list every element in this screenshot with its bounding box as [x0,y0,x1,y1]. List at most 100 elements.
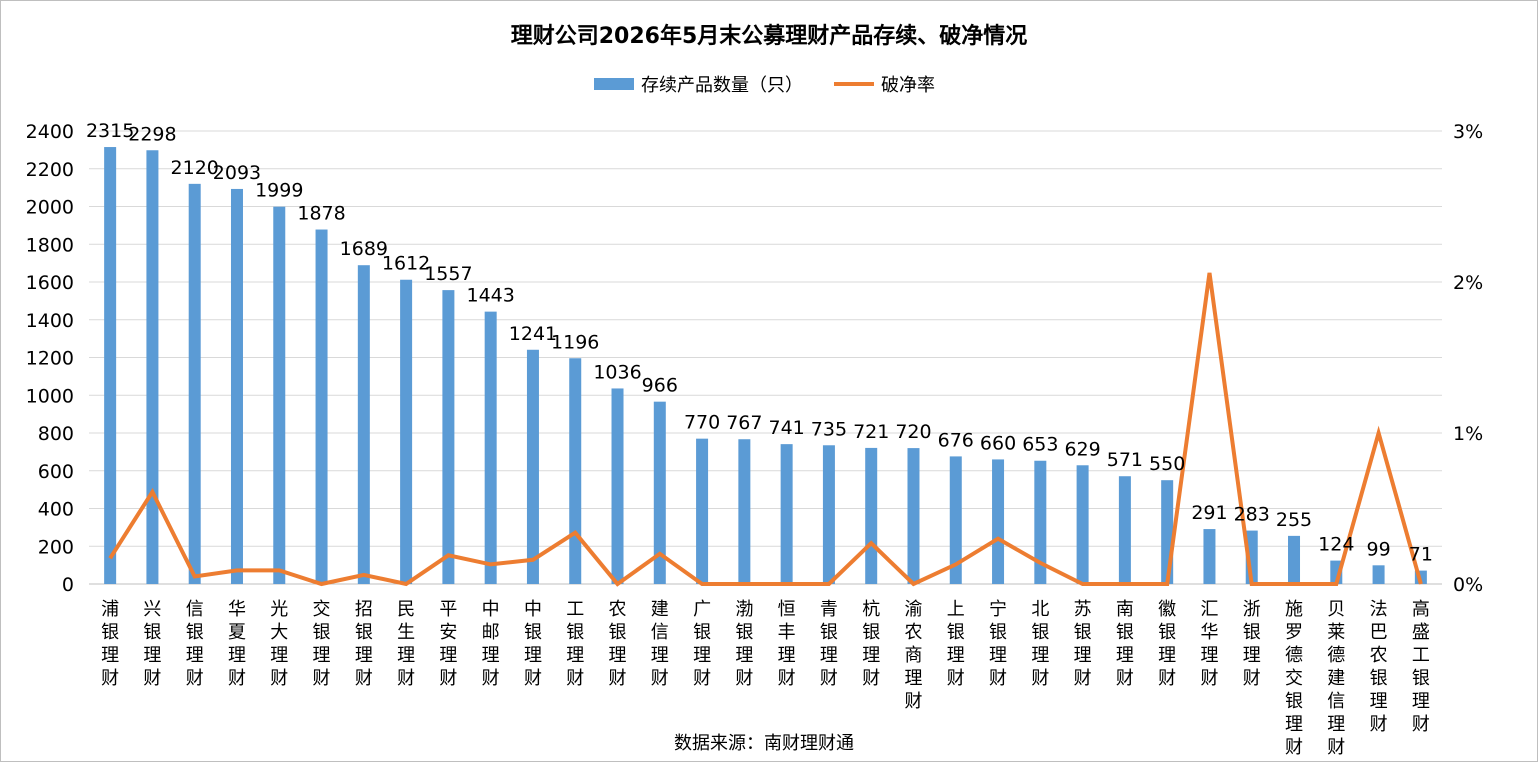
category-label: 浙银理财 [1243,599,1261,689]
bar [526,349,539,584]
y-right-tick-label: 2% [1453,272,1483,294]
bar-value-label: 720 [895,421,931,443]
y-left-tick-label: 0 [62,574,74,596]
bar [400,279,413,584]
bar-value-label: 1196 [551,331,599,353]
bar [104,147,117,584]
bar [484,311,497,584]
category-label: 青银理财 [820,599,838,689]
bar-value-label: 735 [811,418,847,440]
bar-value-label: 660 [980,432,1016,454]
line-series-path [108,272,1423,587]
category-label: 法巴农银理财 [1370,599,1388,735]
bar [1034,460,1047,584]
bar [1076,465,1089,584]
category-label: 华夏理财 [228,599,246,689]
bar-value-label: 1612 [382,253,430,275]
bar [865,447,878,584]
y-left-tick-label: 1200 [26,348,74,370]
bar [611,388,624,584]
y-left-tick-label: 2000 [26,197,74,219]
category-label: 招银理财 [355,599,373,689]
bar [907,448,920,584]
category-label: 兴银理财 [143,599,161,689]
bar [949,456,962,584]
bar-value-label: 1036 [593,361,641,383]
category-label: 中银理财 [524,599,542,689]
bar [1203,529,1216,584]
category-label: 渝农商理财 [904,599,922,712]
bar [653,401,666,584]
bar-value-label: 1443 [466,285,514,307]
bar-value-label: 1557 [424,263,472,285]
category-label: 南银理财 [1116,599,1134,689]
chart-title: 理财公司2026年5月末公募理财产品存续、破净情况 [511,23,1028,49]
y-right-tick-label: 3% [1453,121,1483,143]
bar-value-label: 1999 [255,180,303,202]
bar-value-label: 2093 [213,162,261,184]
bar-value-label: 767 [726,412,762,434]
y-left-tick-label: 2400 [26,121,74,143]
bar-value-label: 550 [1149,453,1185,475]
y-left-tick-label: 200 [38,536,74,558]
bar [188,183,201,584]
category-label: 苏银理财 [1074,599,1092,689]
y-right-tick-label: 0% [1453,574,1483,596]
category-label: 徽银理财 [1158,599,1176,689]
y-left-tick-label: 800 [38,423,74,445]
y-left-tick-label: 2200 [26,159,74,181]
bar [738,439,751,584]
category-label: 工银理财 [566,599,584,689]
category-label: 汇华理财 [1200,599,1218,689]
bar [273,206,286,584]
y-left-tick-label: 400 [38,499,74,521]
category-label: 光大理财 [270,599,288,689]
bar [569,358,582,584]
category-label: 施罗德交银理财 [1285,599,1303,758]
bar [1372,565,1385,584]
legend-label-bar: 存续产品数量（只） [641,75,803,96]
category-label: 平安理财 [439,599,457,689]
category-label: 上银理财 [947,599,965,689]
category-label: 高盛工银理财 [1412,599,1430,735]
bar-value-label: 283 [1234,504,1270,526]
bar [822,445,835,584]
bar-value-label: 653 [1022,434,1058,456]
bar-value-label: 2315 [86,120,134,142]
bar-value-label: 2298 [128,123,176,145]
category-label: 宁银理财 [989,599,1007,689]
category-label: 民生理财 [397,599,415,689]
bar [1118,476,1131,584]
legend-swatch-bar [594,78,634,90]
category-label: 建信理财 [651,599,669,689]
bar-value-label: 1878 [297,203,345,225]
bar [992,459,1005,584]
bar [780,444,793,584]
category-label: 恒丰理财 [778,599,796,689]
bar-value-label: 71 [1409,544,1433,566]
y-right-tick-label: 1% [1453,423,1483,445]
bar [1161,480,1174,584]
bar [315,229,328,584]
bar-value-label: 571 [1107,449,1143,471]
category-label: 杭银理财 [862,599,880,689]
bar-value-label: 721 [853,421,889,443]
category-label: 交银理财 [313,599,331,689]
bar-value-label: 124 [1318,534,1354,556]
category-label: 中邮理财 [482,599,500,689]
bar-value-label: 99 [1366,538,1390,560]
bar-value-label: 676 [938,429,974,451]
category-label: 农银理财 [609,599,627,689]
category-label: 浦银理财 [101,599,119,689]
bar [230,188,243,585]
bar-value-label: 255 [1276,509,1312,531]
legend: 存续产品数量（只） 破净率 [594,75,935,96]
y-left-tick-label: 1600 [26,272,74,294]
bar [442,290,455,584]
bar-value-label: 966 [642,375,678,397]
y-left-tick-label: 1800 [26,234,74,256]
category-label: 渤银理财 [735,599,753,689]
bar-value-label: 1689 [340,238,388,260]
